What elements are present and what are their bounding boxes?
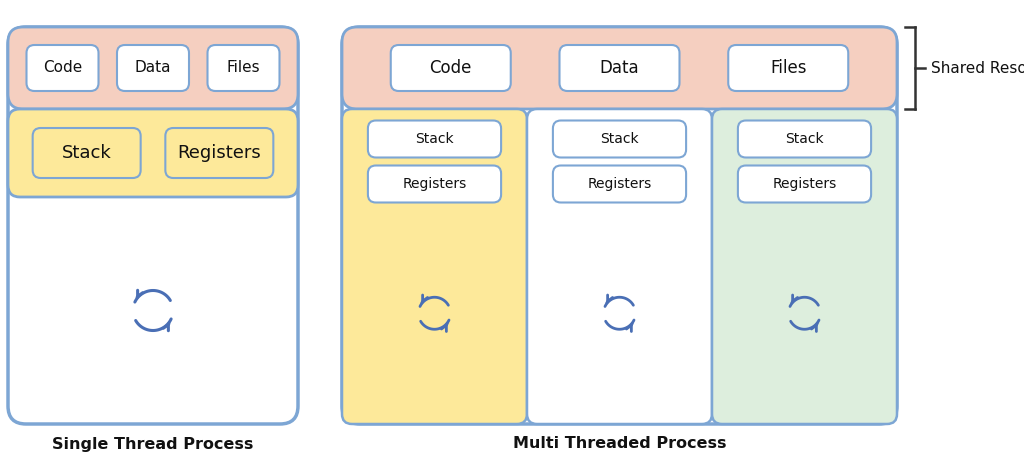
Text: Single Thread Process: Single Thread Process	[52, 437, 254, 451]
Text: Registers: Registers	[402, 177, 467, 191]
FancyBboxPatch shape	[559, 45, 680, 91]
FancyBboxPatch shape	[553, 121, 686, 158]
FancyBboxPatch shape	[738, 121, 871, 158]
FancyBboxPatch shape	[342, 27, 897, 424]
Text: Stack: Stack	[600, 132, 639, 146]
Text: Stack: Stack	[61, 144, 112, 162]
Text: Code: Code	[43, 61, 82, 75]
FancyBboxPatch shape	[342, 27, 897, 109]
FancyBboxPatch shape	[342, 109, 527, 424]
FancyBboxPatch shape	[165, 128, 273, 178]
Text: Multi Threaded Process: Multi Threaded Process	[513, 437, 726, 451]
FancyBboxPatch shape	[117, 45, 189, 91]
Text: Registers: Registers	[588, 177, 651, 191]
FancyBboxPatch shape	[712, 109, 897, 424]
Text: Data: Data	[600, 59, 639, 77]
FancyBboxPatch shape	[208, 45, 280, 91]
Text: Shared Resources: Shared Resources	[931, 61, 1024, 75]
FancyBboxPatch shape	[738, 165, 871, 202]
FancyBboxPatch shape	[728, 45, 848, 91]
FancyBboxPatch shape	[527, 109, 712, 424]
Text: Stack: Stack	[785, 132, 824, 146]
FancyBboxPatch shape	[553, 165, 686, 202]
Text: Data: Data	[135, 61, 171, 75]
FancyBboxPatch shape	[33, 128, 140, 178]
FancyBboxPatch shape	[27, 45, 98, 91]
FancyBboxPatch shape	[391, 45, 511, 91]
FancyBboxPatch shape	[8, 27, 298, 424]
Text: Files: Files	[770, 59, 807, 77]
Text: Registers: Registers	[772, 177, 837, 191]
Text: Stack: Stack	[415, 132, 454, 146]
FancyBboxPatch shape	[8, 27, 298, 109]
Text: Files: Files	[226, 61, 260, 75]
Text: Code: Code	[429, 59, 472, 77]
FancyBboxPatch shape	[368, 121, 501, 158]
FancyBboxPatch shape	[8, 109, 298, 197]
FancyBboxPatch shape	[368, 165, 501, 202]
Text: Registers: Registers	[177, 144, 261, 162]
